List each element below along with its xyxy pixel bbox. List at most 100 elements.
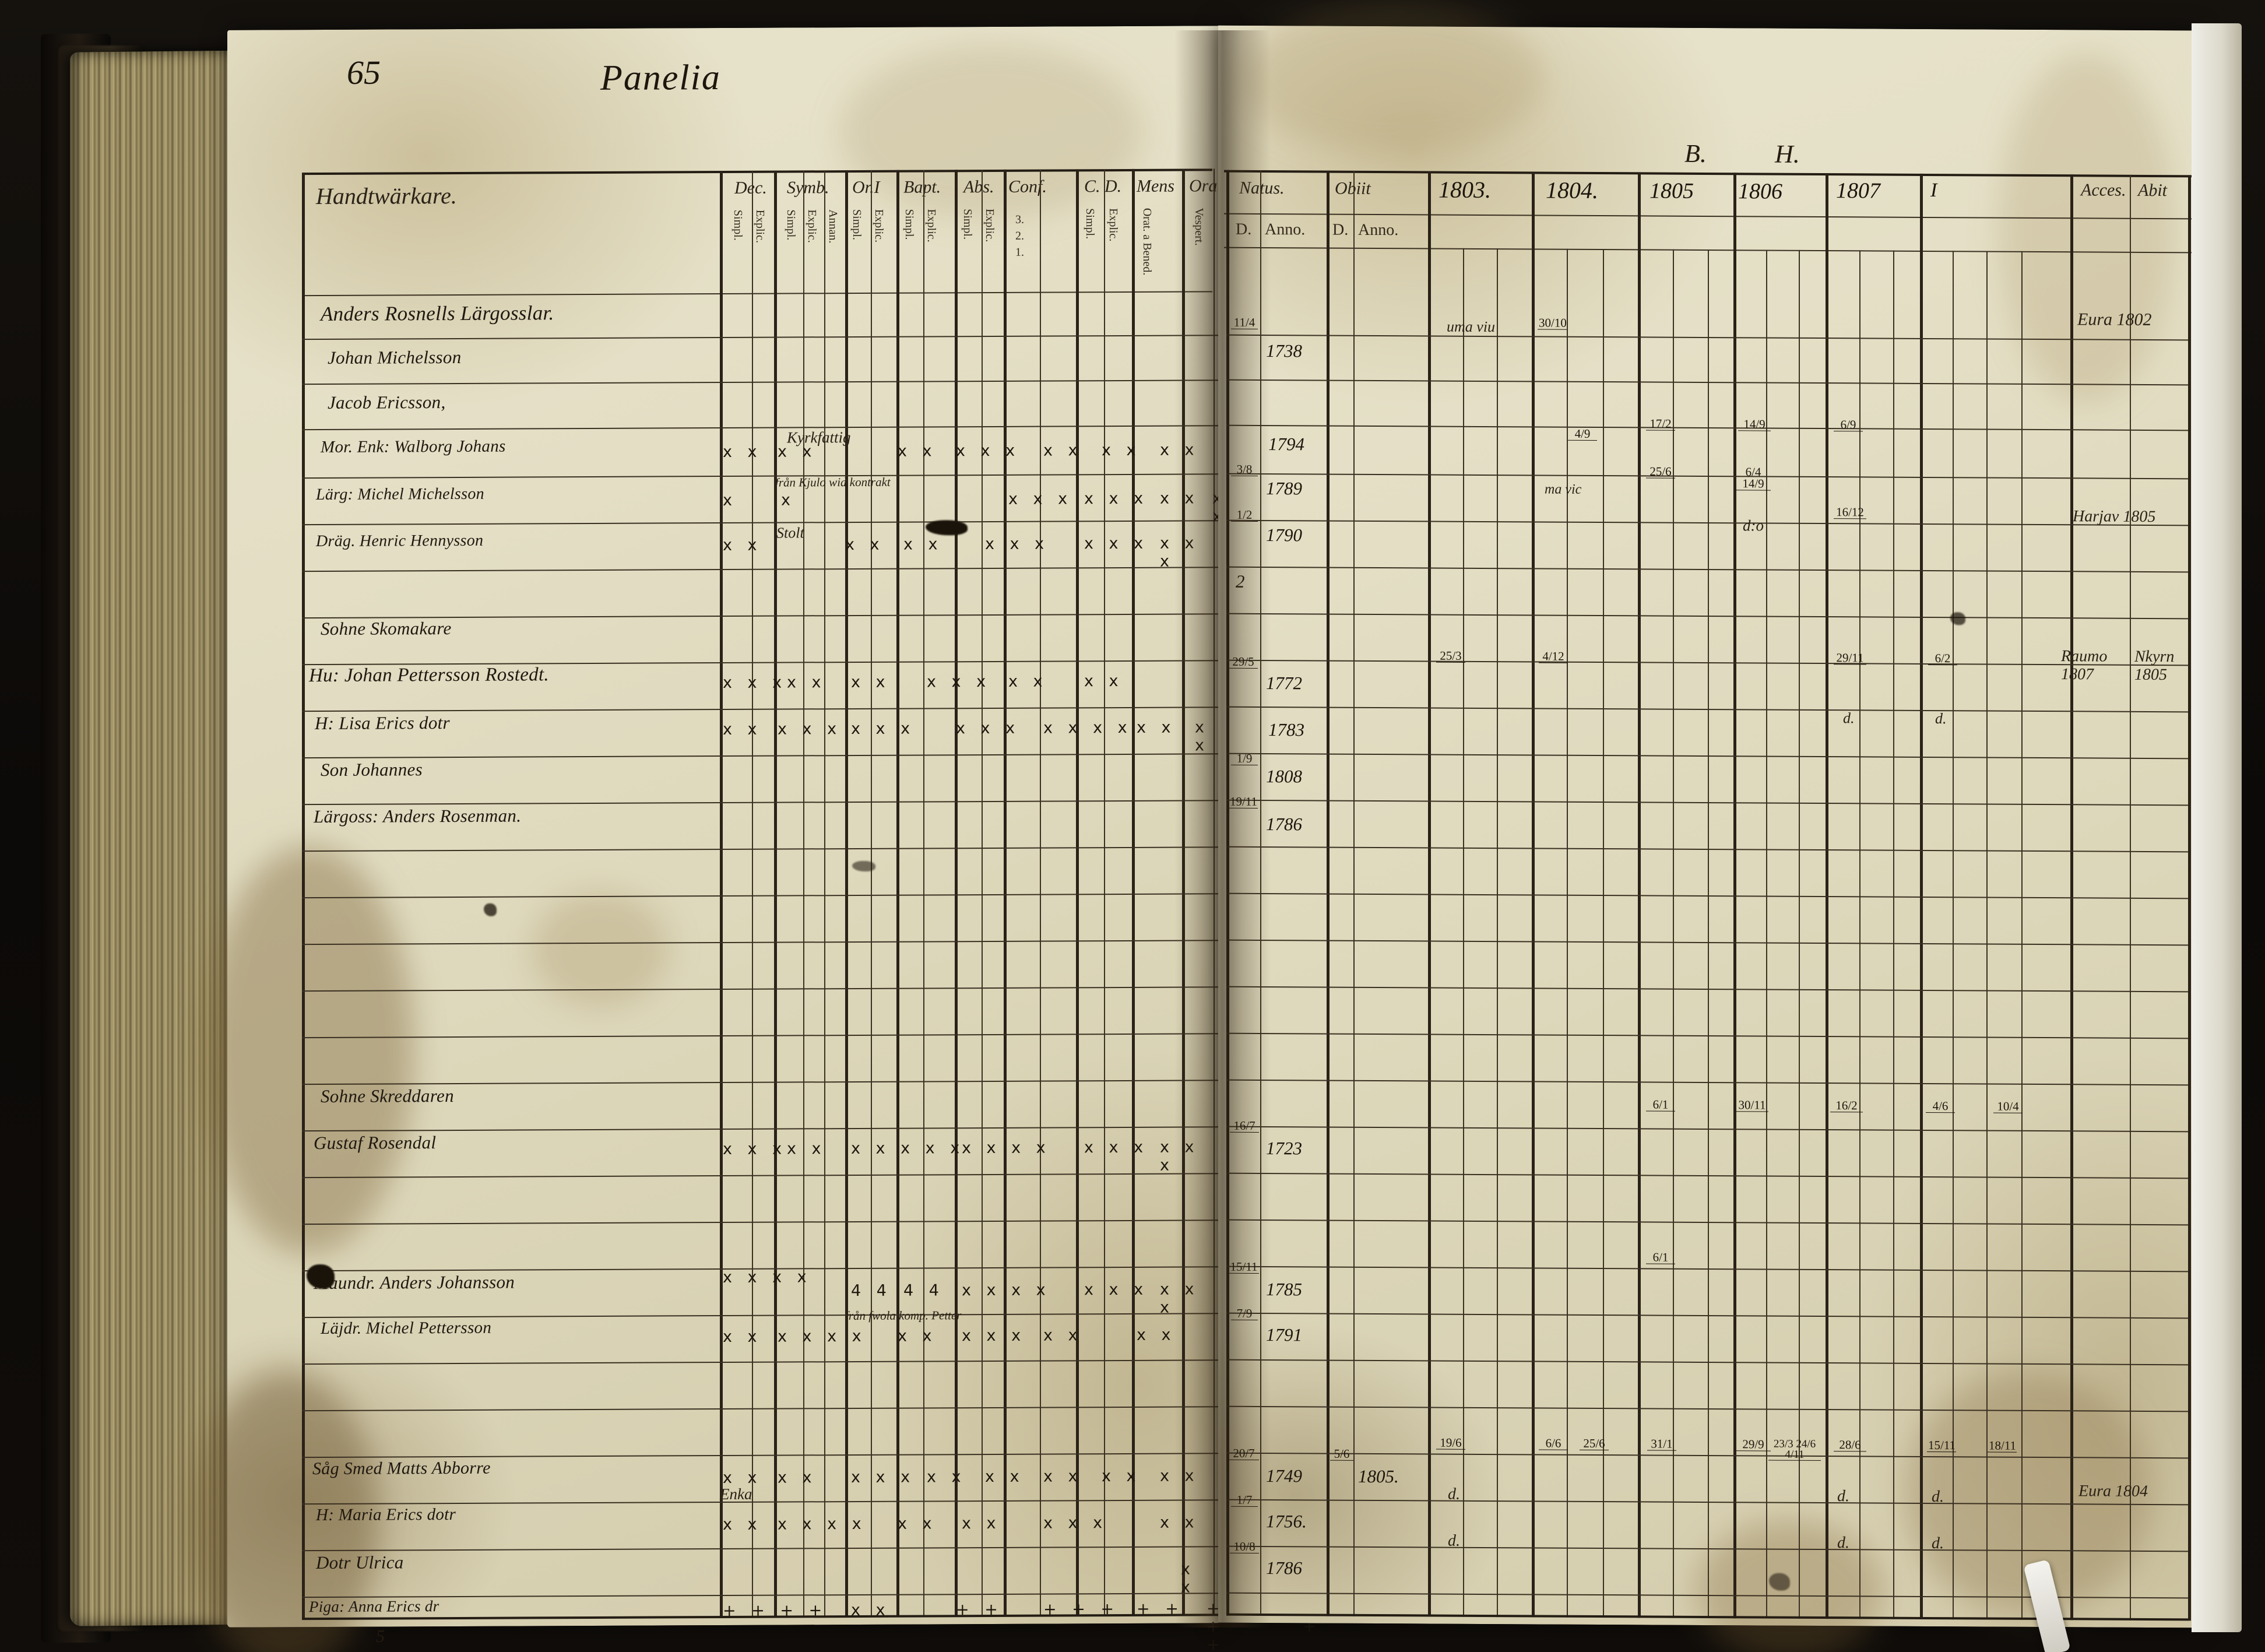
- subheader-ori-explic: Explic.: [873, 209, 885, 243]
- row-marks-17: x x: [723, 1515, 762, 1534]
- row-marks-14c: 4 4: [903, 1281, 944, 1300]
- header-mark-b: B.: [1684, 139, 1707, 168]
- row-name-2[interactable]: Jacob Ericsson,: [328, 392, 446, 413]
- row-name-11[interactable]: Lärgoss: Anders Rosenman.: [314, 805, 522, 827]
- natus-d-4: 3/8: [1231, 462, 1258, 476]
- row-marks-19c: + +: [956, 1600, 1003, 1619]
- y1804-8: 4/12: [1539, 649, 1568, 663]
- row-marks-14e: x x x: [1084, 1280, 1149, 1299]
- natus-anno-10: 1808: [1266, 766, 1302, 787]
- row-name-9[interactable]: H: Lisa Erics dotr: [315, 712, 450, 734]
- column-header-bapt: Bapt.: [903, 177, 941, 197]
- row-marks-9b: x x x: [778, 720, 842, 739]
- row-name-17[interactable]: H: Maria Erics dotr: [316, 1505, 456, 1525]
- subheader-obiit-anno: Anno.: [1358, 220, 1399, 240]
- row-marks-3e: x x: [1043, 441, 1083, 460]
- note-1804-4: ma vic: [1545, 481, 1582, 497]
- abit-13: [2075, 1129, 2192, 1130]
- row-marks-8e: x x: [1008, 672, 1048, 691]
- row-name-10[interactable]: Son Johannes: [321, 759, 423, 781]
- row-name-18[interactable]: Dotr Ulrica: [316, 1552, 404, 1573]
- row-marks-16h: x x: [1160, 1467, 1200, 1485]
- page-title: Panelia: [600, 58, 721, 98]
- y1805-13: 6/1: [1646, 1098, 1675, 1112]
- row-marks-3d: x x x: [956, 441, 1021, 461]
- row-marks-13c: x x x x x: [851, 1139, 965, 1158]
- y1806-5: d:o: [1743, 516, 1764, 535]
- acces-13: [2075, 1102, 2180, 1103]
- subheader-ori-simpl: Simpl.: [850, 209, 863, 240]
- row-marks-5d: x x x: [985, 535, 1050, 554]
- row-marks-17d: x x: [962, 1514, 1001, 1533]
- row-name-13[interactable]: Gustaf Rosendal: [314, 1132, 437, 1154]
- natus-d-16: 20/7: [1229, 1446, 1259, 1460]
- row-marks-13: x x x: [723, 1140, 787, 1158]
- row-marks-3f: x x: [1102, 441, 1141, 460]
- row-name-12[interactable]: Sohne Skreddaren: [321, 1085, 454, 1107]
- row-name-8[interactable]: Hu: Johan Pettersson Rostedt.: [309, 664, 549, 687]
- natus-anno-11: 1786: [1266, 814, 1302, 835]
- natus-d-17: 1/7: [1231, 1493, 1258, 1507]
- column-header-symb: Symb.: [787, 178, 829, 198]
- subheader-mens-orat: Orat. a Bened.: [1141, 208, 1153, 276]
- y1807-16: 29/9: [1736, 1437, 1771, 1451]
- ink-blot-4: [484, 903, 497, 916]
- subheader-dec-simpl: Simpl.: [731, 209, 744, 241]
- column-header-natus: Natus.: [1239, 178, 1285, 198]
- acces-5: Harjav 1805: [2073, 507, 2156, 526]
- row-name-5[interactable]: Dräg. Henric Hennysson: [316, 531, 484, 551]
- row-annot-5: Stolt: [776, 524, 804, 542]
- row-marks-9g: x x: [1195, 718, 1209, 755]
- subheader-dec-explic: Explic.: [754, 209, 766, 243]
- row-name-15[interactable]: Läjdr. Michel Pettersson: [321, 1318, 492, 1338]
- natus-anno-8: 1772: [1266, 673, 1302, 694]
- row-name-16[interactable]: Såg Smed Matts Abborre: [312, 1458, 491, 1479]
- row-name-14[interactable]: Maundr. Anders Johansson: [314, 1271, 515, 1294]
- row-marks-15e: x x: [1043, 1326, 1083, 1345]
- row-marks-8: x x x: [723, 673, 787, 692]
- natus-anno-16: 1749: [1266, 1465, 1302, 1486]
- column-header-orat: Orat: [1189, 176, 1222, 196]
- row-marks-16g: x x: [1102, 1467, 1141, 1486]
- page-number: 65: [347, 53, 381, 92]
- row-annot-15: från fwola komp. Petter: [845, 1308, 962, 1323]
- ink-blot-right-2: [1769, 1573, 1790, 1591]
- column-header-dec: Dec.: [734, 178, 767, 198]
- ycol-16: 28/6: [1834, 1437, 1866, 1451]
- row-marks-3c: x x: [898, 442, 937, 461]
- y1806-4: 6/4 14/9: [1736, 465, 1771, 490]
- acces-0: Eura 1802: [2077, 310, 2152, 329]
- natus-d-10: 1/9: [1231, 751, 1258, 765]
- subheader-bapt-explic: Explic.: [925, 209, 938, 242]
- obiit-d-16: 5/6: [1330, 1447, 1353, 1461]
- natus-d-18: 10/8: [1230, 1539, 1259, 1553]
- row-marks-4c: x x x: [1008, 490, 1073, 508]
- natus-anno-1: 1738: [1266, 340, 1302, 361]
- footer-signature: 5: [376, 1626, 385, 1646]
- yc2-16: 15/11: [1927, 1437, 1956, 1453]
- ink-blot-right-1: [1950, 612, 1965, 625]
- y1804-3: 4/9: [1568, 427, 1597, 441]
- row-marks-8f: x x: [1084, 672, 1124, 691]
- natus-anno-9: 1783: [1268, 719, 1304, 740]
- subheader-conf-1: 1.: [1015, 245, 1024, 259]
- left-page: 65 Panelia Handtwärkare. Dec. Symb. Or.I…: [192, 26, 1394, 1652]
- row-name-4[interactable]: Lärg: Michel Michelsson: [316, 484, 484, 504]
- row-name-1[interactable]: Johan Michelsson: [328, 346, 462, 368]
- subheader-bapt-simpl: Simpl.: [903, 209, 916, 240]
- ink-blot-2: [852, 860, 875, 872]
- row-marks-16: x x: [723, 1468, 762, 1487]
- natus-anno-18: 1786: [1266, 1558, 1302, 1579]
- row-name-19[interactable]: Piga: Anna Erics dr: [309, 1597, 439, 1616]
- natus-anno-17: 1756.: [1266, 1511, 1307, 1532]
- row-marks-14d: x x x x: [962, 1281, 1051, 1300]
- open-ledger-book: 65 Panelia Handtwärkare. Dec. Symb. Or.I…: [35, 2, 2242, 1652]
- row-name-3[interactable]: Mor. Enk: Walborg Johans: [321, 437, 506, 457]
- row-marks-5f: x x x: [1160, 534, 1200, 571]
- row-name-7[interactable]: Sohne Skomakare: [321, 618, 452, 639]
- book-back-board: [2192, 23, 2242, 1632]
- header-mark-h: H.: [1775, 139, 1800, 168]
- row-name-0[interactable]: Anders Rosnells Lärgosslar.: [321, 301, 554, 326]
- natus-anno-3: 1794: [1268, 434, 1304, 455]
